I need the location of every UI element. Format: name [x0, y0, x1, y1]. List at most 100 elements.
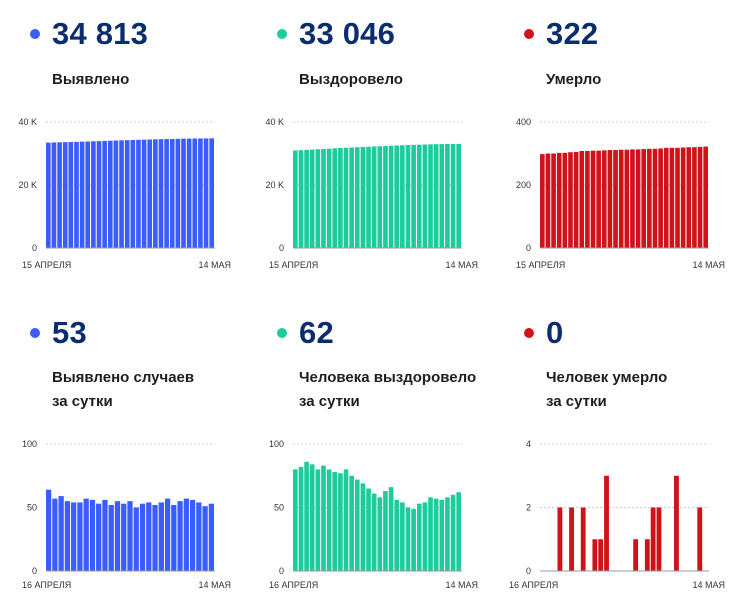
bar — [198, 138, 203, 248]
bar — [293, 150, 298, 248]
stat-label-line1: Человека выздоровело — [299, 369, 477, 386]
bar — [422, 144, 428, 248]
bar — [343, 147, 349, 248]
bar — [371, 493, 377, 571]
bar — [580, 507, 586, 571]
bar — [551, 153, 556, 248]
x-tick-label: 16 АПРЕЛЯ — [269, 580, 318, 590]
bar — [298, 466, 304, 571]
blue-dot-icon — [30, 29, 40, 39]
bar — [371, 146, 377, 248]
stat-label: Человека выздоровело за сутки — [299, 366, 476, 414]
bar — [146, 502, 152, 571]
bar — [304, 461, 309, 571]
bar — [656, 507, 662, 571]
bar — [624, 149, 630, 248]
bar — [68, 142, 74, 248]
bar — [183, 498, 189, 571]
bar — [338, 147, 343, 248]
bar — [64, 501, 71, 571]
bar — [450, 494, 456, 571]
bar — [309, 464, 315, 571]
bar — [585, 150, 590, 248]
stat-label-line1: Выявлено — [52, 71, 130, 88]
bar — [354, 147, 360, 248]
bar — [562, 152, 568, 248]
bar — [196, 502, 202, 571]
y-tick-label: 200 — [516, 180, 531, 190]
bar — [433, 144, 439, 248]
y-tick-label: 4 — [526, 439, 531, 449]
bar — [158, 502, 164, 571]
bar-chart: 40 K 20 K 0 15 АПРЕЛЯ 14 МАЯ — [18, 117, 231, 270]
x-tick-label: 14 МАЯ — [692, 580, 725, 590]
bar — [652, 148, 658, 248]
green-dot-icon — [277, 29, 287, 39]
stat-label-line1: Человек умерло — [546, 369, 668, 386]
bar — [74, 141, 79, 248]
bar — [568, 152, 573, 248]
bar — [613, 150, 618, 248]
bar — [703, 146, 708, 248]
bar — [114, 501, 121, 571]
bar — [96, 503, 102, 571]
bar — [686, 147, 692, 248]
bar — [113, 140, 119, 248]
bar — [445, 497, 450, 571]
bar — [141, 139, 147, 248]
bar — [62, 142, 68, 248]
stat-number: 53 — [52, 315, 87, 350]
y-tick-label: 50 — [274, 503, 284, 513]
bar — [96, 141, 102, 248]
y-tick-label: 40 K — [265, 117, 284, 127]
bar — [456, 492, 461, 571]
bar — [383, 490, 388, 571]
bar — [102, 140, 107, 248]
bar — [127, 501, 133, 571]
x-tick-label: 14 МАЯ — [445, 260, 478, 270]
bar — [540, 154, 545, 248]
x-tick-label: 15 АПРЕЛЯ — [22, 260, 71, 270]
bar — [139, 503, 146, 571]
bar — [697, 507, 703, 571]
bar — [293, 469, 298, 571]
bar — [171, 504, 177, 571]
bar — [377, 146, 383, 248]
bar — [164, 498, 171, 571]
bar — [416, 503, 422, 571]
bar — [326, 469, 332, 571]
bar-chart: 4 2 0 16 АПРЕЛЯ 14 МАЯ — [509, 439, 725, 590]
x-tick-label: 14 МАЯ — [198, 260, 231, 270]
bar — [136, 139, 141, 248]
bar — [674, 475, 679, 571]
bar — [71, 502, 77, 571]
bar — [332, 471, 338, 571]
stat-label-line2: за сутки — [299, 393, 360, 410]
stat-label: Умерло — [546, 68, 601, 92]
bar — [388, 487, 394, 571]
bar — [411, 144, 416, 248]
bar — [439, 499, 445, 571]
bar — [650, 507, 656, 571]
y-tick-label: 100 — [269, 439, 284, 449]
stat-label-line1: Умерло — [546, 71, 602, 88]
bar — [102, 499, 108, 571]
stat-number: 34 813 — [52, 16, 149, 51]
bar — [85, 141, 91, 248]
stat-panel-detected-total: 34 813 Выявлено 40 K 20 K 0 15 АПРЕЛЯ 14 МАЯ — [0, 0, 246, 300]
bar — [326, 148, 332, 248]
stat-number: 62 — [299, 315, 334, 350]
bar — [663, 147, 669, 248]
bar — [51, 142, 57, 248]
y-tick-label: 100 — [22, 439, 37, 449]
bar — [332, 148, 338, 248]
stat-panel-recovered-daily: 62 Человека выздоровело за сутки 100 50 0 1… — [247, 306, 493, 606]
bar — [680, 147, 686, 248]
bar — [377, 497, 383, 571]
bar — [360, 483, 366, 571]
bar — [189, 499, 196, 571]
x-tick-label: 14 МАЯ — [198, 580, 231, 590]
y-tick-label: 0 — [526, 243, 531, 253]
stat-label-line2: за сутки — [52, 393, 113, 410]
bar — [394, 499, 400, 571]
